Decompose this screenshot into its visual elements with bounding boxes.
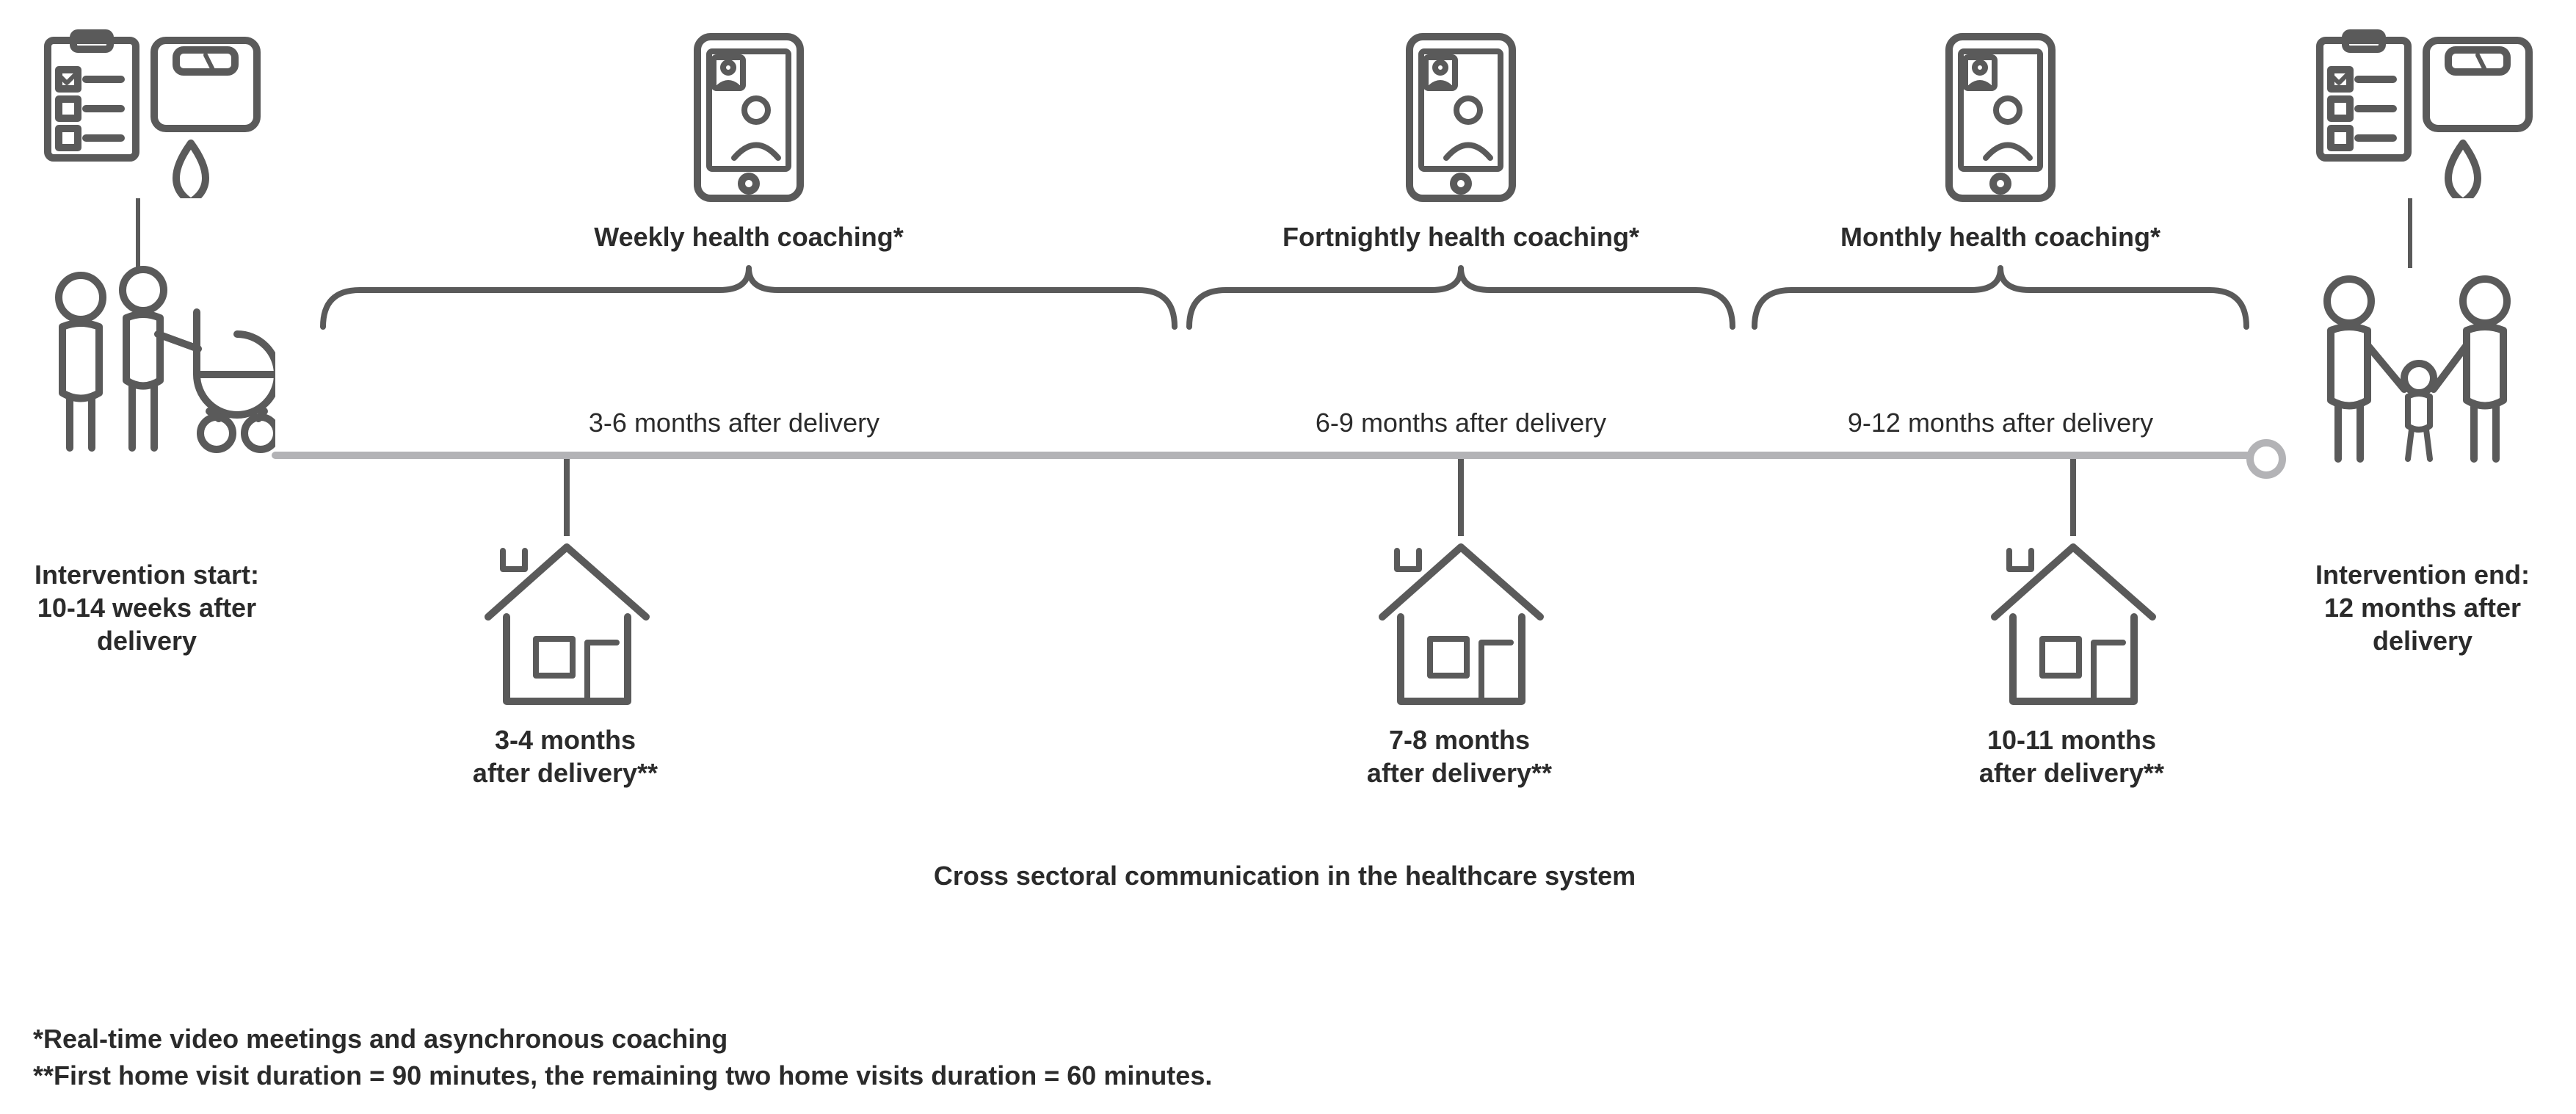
brace [308, 264, 1189, 352]
coaching-label: Monthly health coaching* [1729, 220, 2272, 253]
house-icon [1364, 529, 1559, 716]
coaching-label: Weekly health coaching* [477, 220, 1020, 253]
brace [1740, 264, 2261, 352]
family-toddler-icon [2298, 264, 2540, 481]
visit-connector [2070, 459, 2076, 536]
period-label: 3-6 months after delivery [367, 408, 1101, 438]
home-visit-label: 7-8 months after delivery** [1291, 723, 1628, 789]
period-label: 6-9 months after delivery [1175, 408, 1747, 438]
end-connector [2408, 198, 2412, 268]
timeline [272, 452, 2261, 459]
home-visit-label: 3-4 months after delivery** [396, 723, 734, 789]
house-icon [470, 529, 664, 716]
footnotes: *Real-time video meetings and asynchrono… [33, 1021, 2382, 1095]
start-icons [33, 29, 268, 202]
phone-icon [1934, 29, 2067, 209]
timeline-endcap [2246, 439, 2286, 479]
visit-connector [1458, 459, 1464, 536]
caption: Cross sectoral communication in the heal… [587, 859, 1982, 892]
diagram-canvas: Intervention start: 10-14 weeks after de… [0, 0, 2576, 1114]
period-label: 9-12 months after delivery [1740, 408, 2261, 438]
visit-connector [564, 459, 570, 536]
brace [1175, 264, 1747, 352]
house-icon [1976, 529, 2171, 716]
family-stroller-icon [22, 261, 275, 470]
intervention-end-label: Intervention end: 12 months after delive… [2290, 558, 2555, 657]
intervention-start-label: Intervention start: 10-14 weeks after de… [15, 558, 279, 657]
end-icons [2305, 29, 2540, 202]
home-visit-label: 10-11 months after delivery** [1903, 723, 2241, 789]
coaching-label: Fortnightly health coaching* [1189, 220, 1733, 253]
phone-icon [1395, 29, 1527, 209]
phone-icon [683, 29, 815, 209]
start-connector [136, 198, 140, 268]
